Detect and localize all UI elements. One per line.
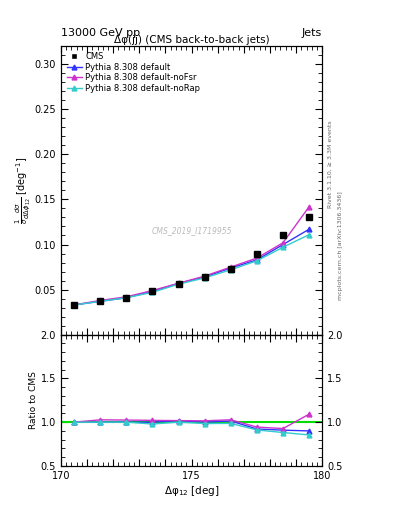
Text: Rivet 3.1.10, ≥ 3.3M events: Rivet 3.1.10, ≥ 3.3M events bbox=[328, 120, 333, 208]
Text: 13000 GeV pp: 13000 GeV pp bbox=[61, 28, 140, 38]
Text: CMS_2019_I1719955: CMS_2019_I1719955 bbox=[151, 226, 232, 236]
Y-axis label: Ratio to CMS: Ratio to CMS bbox=[29, 371, 38, 429]
Title: Δφ(jj) (CMS back-to-back jets): Δφ(jj) (CMS back-to-back jets) bbox=[114, 35, 269, 45]
Text: Jets: Jets bbox=[302, 28, 322, 38]
Legend: CMS, Pythia 8.308 default, Pythia 8.308 default-noFsr, Pythia 8.308 default-noRa: CMS, Pythia 8.308 default, Pythia 8.308 … bbox=[65, 50, 202, 95]
X-axis label: Δφ$_{12}$ [deg]: Δφ$_{12}$ [deg] bbox=[164, 483, 219, 498]
Y-axis label: $\frac{1}{\sigma}\frac{d\sigma}{d\Delta\phi_{12}}$ [deg$^{-1}$]: $\frac{1}{\sigma}\frac{d\sigma}{d\Delta\… bbox=[14, 157, 33, 224]
Text: mcplots.cern.ch [arXiv:1306.3436]: mcplots.cern.ch [arXiv:1306.3436] bbox=[338, 191, 343, 300]
